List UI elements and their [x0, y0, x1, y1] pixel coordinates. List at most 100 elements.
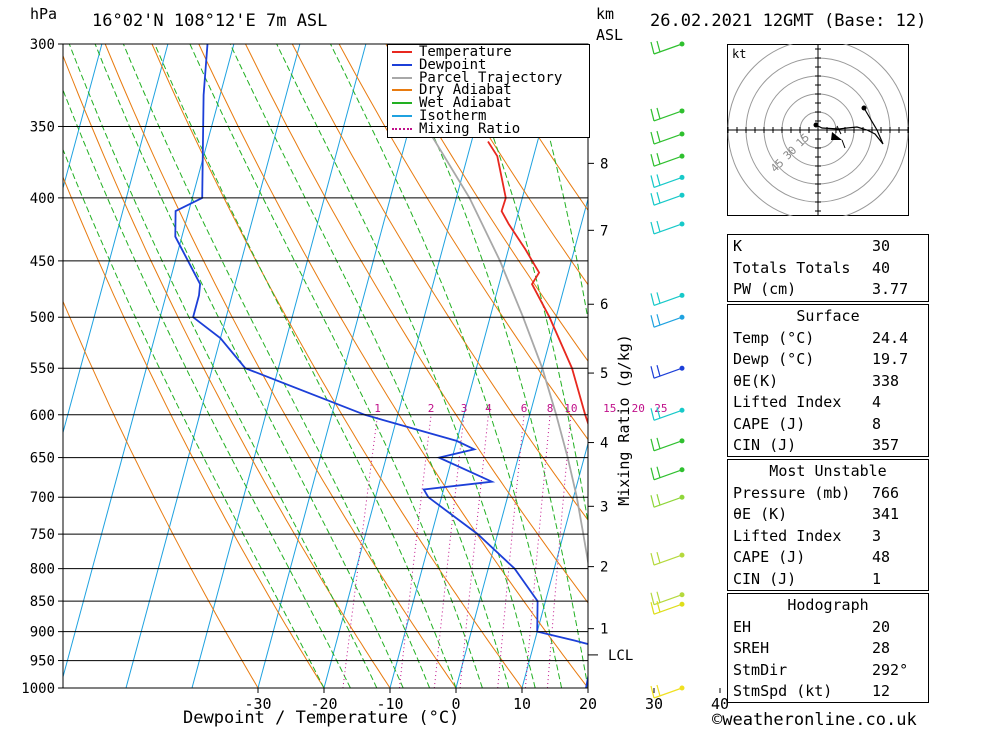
- index-label: Totals Totals: [733, 258, 851, 277]
- index-label: SREH: [733, 639, 770, 657]
- km-tick-label: 4: [600, 436, 608, 452]
- legend-swatch: [392, 102, 412, 105]
- index-row: EH 20: [728, 616, 928, 638]
- pressure-tick-label: 500: [30, 310, 55, 326]
- isotherm-line: [455, 197, 588, 688]
- x-tick-label: 40: [711, 695, 729, 713]
- legend-swatch: [392, 115, 412, 117]
- dry-adiabat-line: [432, 44, 588, 286]
- datetime-title: 26.02.2021 12GMT (Base: 12): [650, 11, 927, 31]
- index-value: 338: [872, 371, 900, 390]
- wind-barb: [650, 365, 685, 379]
- index-row: PW (cm) 3.77: [728, 278, 928, 300]
- parcel-trajectory-line: [388, 77, 588, 567]
- index-row: SREH 28: [728, 637, 928, 659]
- index-value: 30: [872, 237, 891, 255]
- mixing-ratio-tick-label: 8: [547, 402, 554, 415]
- km-unit-label: km: [596, 5, 615, 23]
- wind-barb: [650, 601, 685, 615]
- pressure-tick-label: 800: [30, 562, 55, 578]
- index-value: 357: [872, 436, 900, 454]
- mixing-ratio-line: [459, 414, 489, 688]
- wet-adiabat-line: [63, 88, 351, 688]
- legend-swatch: [392, 63, 412, 66]
- index-label: θE (K): [733, 505, 788, 523]
- wet-adiabat-line: [189, 44, 483, 688]
- dry-adiabat-line: [978, 26, 1000, 688]
- pressure-tick-label: 300: [30, 37, 55, 53]
- index-value: 19.7: [872, 350, 909, 368]
- index-row: CIN (J) 357: [728, 434, 928, 456]
- pressure-tick-label: 350: [30, 119, 55, 135]
- hodograph-marker: [861, 105, 867, 111]
- index-section-title: Surface: [796, 307, 860, 325]
- km-tick-label: 7: [600, 223, 608, 239]
- wet-adiabat-line: [63, 148, 325, 688]
- legend-item: Mixing Ratio: [392, 122, 520, 136]
- hodograph-indices-panel: Hodograph EH 20 SREH 28 StmDir 292° StmSpd (kt)…: [727, 593, 929, 703]
- wind-barb: [650, 192, 685, 206]
- wind-barb: [650, 466, 685, 481]
- storm-motion-marker: [831, 132, 842, 140]
- index-label: EH: [733, 617, 752, 636]
- pressure-tick-label: 750: [30, 527, 55, 543]
- wind-barb: [650, 591, 685, 606]
- isotherm-line: [191, 44, 367, 688]
- index-section-title: Hodograph: [787, 596, 869, 614]
- mixing-ratio-tick-label: 20: [632, 402, 645, 415]
- pressure-tick-label: 700: [30, 490, 55, 506]
- index-value: 766: [872, 483, 900, 502]
- mixing-ratio-axis-label: Mixing Ratio (g/kg): [615, 334, 633, 506]
- legend-item: Dewpoint: [392, 58, 486, 72]
- index-row: Lifted Index 3: [728, 525, 928, 547]
- index-label: Temp (°C): [733, 328, 815, 347]
- wet-adiabat-line: [276, 44, 536, 688]
- dry-adiabat-line: [932, 26, 1000, 688]
- legend-item: Dry Adiabat: [392, 83, 512, 97]
- mixing-ratio-tick-label: 1: [374, 402, 381, 415]
- pressure-tick-label: 900: [30, 625, 55, 641]
- index-label: Lifted Index: [733, 526, 842, 545]
- wind-barb: [650, 174, 685, 189]
- index-label: PW (cm): [733, 280, 797, 298]
- wind-barb: [650, 314, 685, 328]
- index-value: 3.77: [872, 280, 909, 298]
- km-tick-label: 6: [600, 297, 608, 313]
- pressure-tick-label: 950: [30, 654, 55, 670]
- legend-swatch: [392, 76, 412, 79]
- pressure-tick-label: 850: [30, 594, 55, 610]
- wind-barb: [650, 292, 685, 306]
- index-value: 1: [872, 569, 882, 588]
- index-row: CIN (J) 1: [728, 568, 928, 590]
- x-tick-label: 10: [513, 695, 531, 713]
- legend-item: Isotherm: [392, 108, 487, 124]
- dry-adiabat-line: [385, 44, 588, 362]
- pressure-tick-label: 450: [30, 254, 55, 270]
- x-tick-label: -10: [376, 695, 403, 713]
- isotherm-line: [389, 44, 565, 688]
- wet-adiabat-line: [391, 44, 588, 688]
- mixing-ratio-tick-label: 2: [428, 402, 435, 415]
- hodograph-trace: [815, 107, 884, 145]
- pressure-tick-label: 550: [30, 361, 55, 377]
- index-row: Temp (°C) 24.4: [728, 327, 928, 349]
- wind-barb: [650, 153, 685, 167]
- index-value: 8: [872, 414, 882, 433]
- isotherm-line: [63, 44, 169, 435]
- index-row: CAPE (J) 48: [728, 546, 928, 568]
- wet-adiabat-line: [68, 44, 378, 688]
- index-value: 28: [872, 639, 891, 657]
- dry-adiabat-line: [338, 44, 588, 441]
- chart-legend: Temperature Dewpoint Parcel Trajectory Dry …: [387, 44, 590, 138]
- wet-adiabat-line: [154, 44, 457, 688]
- wind-barb: [650, 40, 685, 55]
- index-section-title: Most Unstable: [769, 462, 887, 480]
- x-tick-label: -20: [310, 695, 337, 713]
- legend-label: Isotherm: [419, 108, 487, 124]
- index-label: θE(K): [733, 371, 779, 390]
- x-tick-label: 0: [451, 695, 460, 713]
- wind-barb: [650, 494, 685, 508]
- index-label: CAPE (J): [733, 548, 806, 566]
- legend-swatch: [392, 89, 412, 92]
- legend-label: Wet Adiabat: [419, 95, 512, 112]
